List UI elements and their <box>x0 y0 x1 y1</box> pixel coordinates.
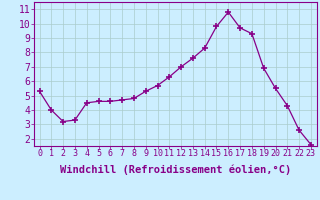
X-axis label: Windchill (Refroidissement éolien,°C): Windchill (Refroidissement éolien,°C) <box>60 164 291 175</box>
